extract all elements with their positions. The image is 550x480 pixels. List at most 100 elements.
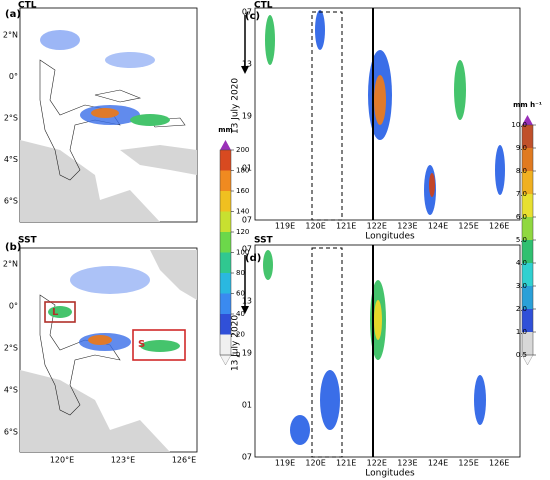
lon-label: 126E [489, 222, 509, 231]
colorbar-segment [522, 125, 533, 148]
hovmoller-c [254, 7, 521, 221]
run-label: SST [254, 236, 274, 246]
lon-label: 123°E [111, 456, 135, 465]
colorbar-segment [220, 191, 231, 212]
lon-label: 126E [489, 459, 509, 468]
lon-label: 125E [458, 222, 478, 231]
lat-label: 6°S [4, 197, 18, 206]
lat-label: 4°S [4, 155, 18, 164]
lon-label: 123E [397, 222, 417, 231]
time-label: 19 [242, 112, 252, 121]
colorbar-tick-label: 6.0 [516, 213, 527, 221]
colorbar-tick-label: 140 [236, 208, 249, 216]
lon-label: 122E [367, 222, 387, 231]
hovmoller-d [254, 244, 521, 458]
lon-label: 119E [275, 222, 295, 231]
lat-label: 0° [9, 72, 18, 81]
colorbar-tick-label: 20 [236, 331, 245, 339]
colorbar-tick-label: 2.0 [516, 305, 527, 313]
colorbar-tick-label: 5.0 [516, 236, 527, 244]
panel-label: (d) [245, 253, 261, 264]
colorbar-segment [220, 334, 231, 355]
lon-label: 122E [367, 459, 387, 468]
time-label: 01 [242, 401, 252, 410]
colorbar-segment [220, 170, 231, 191]
colorbar-tick-label: 40 [236, 310, 245, 318]
lat-label: 2°S [4, 344, 18, 353]
colorbar-tick-label: 9.0 [516, 144, 527, 152]
colorbar-tick-label: 160 [236, 187, 249, 195]
x-axis-title: Longitudes [365, 232, 415, 242]
colorbar-segment [220, 252, 231, 273]
colorbar-segment [522, 194, 533, 217]
lat-label: 6°S [4, 428, 18, 437]
time-label: 07 [242, 245, 252, 254]
colorbar-extension [522, 115, 533, 125]
figure-text: (a)CTL(b)SST(c)CTL(d)SST2°N0°2°S4°S6°S2°… [3, 1, 542, 479]
colorbar-tick-label: 120 [236, 228, 249, 236]
lon-label: 124E [428, 459, 448, 468]
lon-label: 121E [336, 459, 356, 468]
panel-label: (c) [245, 11, 260, 22]
time-label: 13 [242, 60, 252, 69]
time-label: 01 [242, 164, 252, 173]
time-label: 07 [242, 216, 252, 225]
colorbar-tick-label: 180 [236, 167, 249, 175]
lon-label: 120E [305, 222, 325, 231]
map-a [19, 7, 198, 223]
colorbar-segment [522, 171, 533, 194]
lon-label: 120E [305, 459, 325, 468]
y-axis-title: 13 July 2020 [231, 315, 241, 372]
y-axis-title: 13 July 2020 [231, 78, 241, 135]
colorbar-unit: mm h⁻¹ [513, 101, 542, 109]
colorbar-tick-label: 1.0 [516, 328, 527, 336]
colorbar-segment [220, 293, 231, 314]
run-label: SST [18, 236, 38, 246]
lon-label: 123E [397, 459, 417, 468]
colorbar-tick-label: 200 [236, 146, 249, 154]
lon-label: 125E [458, 459, 478, 468]
colorbar-tick-label: 80 [236, 269, 245, 277]
colorbar-segment [220, 232, 231, 253]
colorbar-tick-label: 60 [236, 290, 245, 298]
box-label: S [138, 339, 145, 350]
colorbar-tick-label: 10.0 [511, 121, 527, 129]
lon-label: 120°E [50, 456, 74, 465]
colorbar-tick-label: 100 [236, 249, 249, 257]
time-label: 13 [242, 297, 252, 306]
panel-label: (b) [5, 242, 21, 253]
map-b [19, 247, 198, 453]
time-label: 19 [242, 349, 252, 358]
lat-label: 4°S [4, 386, 18, 395]
colorbar-segment [220, 314, 231, 335]
lat-label: 2°N [3, 31, 18, 40]
box-label: L [52, 307, 59, 318]
colorbar-tick-label: 0 [236, 351, 240, 359]
lat-label: 0° [9, 302, 18, 311]
colorbar-segment [522, 332, 533, 355]
colorbar-extension [219, 354, 232, 366]
time-label: 07 [242, 8, 252, 17]
colorbar-extension [220, 140, 231, 150]
colorbar-segment [220, 150, 231, 171]
colorbar-tick-label: 7.0 [516, 190, 527, 198]
lon-label: 126°E [172, 456, 196, 465]
lon-label: 121E [336, 222, 356, 231]
colorbar-unit: mm [218, 126, 233, 134]
lon-label: 119E [275, 459, 295, 468]
colorbar-segment [522, 309, 533, 332]
colorbar-segment [220, 273, 231, 294]
lat-label: 2°N [3, 260, 18, 269]
panel-label: (a) [5, 9, 21, 20]
lon-label: 124E [428, 222, 448, 231]
colorbar-segment [522, 217, 533, 240]
x-axis-title: Longitudes [365, 469, 415, 479]
colorbar-segment [522, 148, 533, 171]
lat-label: 2°S [4, 114, 18, 123]
colorbar-tick-label: 8.0 [516, 167, 527, 175]
colorbar-tick-label: 0.5 [516, 351, 527, 359]
run-label: CTL [254, 1, 273, 11]
colorbar-tick-label: 3.0 [516, 282, 527, 290]
colorbar-tick-label: 4.0 [516, 259, 527, 267]
